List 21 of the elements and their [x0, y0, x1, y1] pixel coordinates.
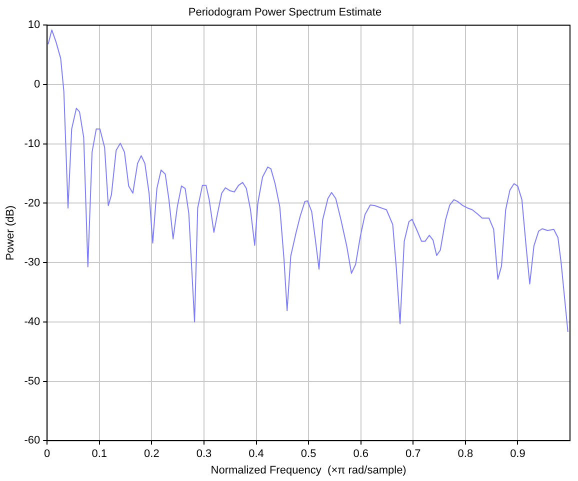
y-tick-label: -50	[24, 375, 40, 388]
y-tick-label: -30	[24, 256, 40, 269]
x-tick-label: 0.6	[353, 448, 368, 460]
y-tick-label: 0	[34, 78, 40, 91]
x-tick-label: 0.4	[248, 448, 264, 460]
x-tick-label: 0	[44, 448, 50, 460]
x-axis-title: Normalized Frequency (×π rad/sample)	[210, 464, 406, 476]
y-tick-label: -10	[24, 138, 40, 150]
y-tick-label: -20	[24, 197, 40, 210]
x-tick-label: 0.9	[510, 448, 526, 460]
x-tick-label: 0.7	[405, 448, 421, 460]
x-tick-label: 0.8	[458, 448, 474, 460]
x-tick-label: 0.3	[196, 448, 212, 460]
chart-title: Periodogram Power Spectrum Estimate	[188, 6, 382, 19]
y-axis-title: Power (dB)	[4, 205, 17, 260]
x-tick-label: 0.1	[92, 448, 108, 460]
x-tick-label: 0.2	[144, 448, 160, 460]
y-tick-label: -60	[24, 434, 40, 447]
y-tick-label: -40	[24, 316, 40, 328]
x-tick-label: 0.5	[300, 448, 316, 460]
y-tick-label: 10	[28, 19, 40, 32]
